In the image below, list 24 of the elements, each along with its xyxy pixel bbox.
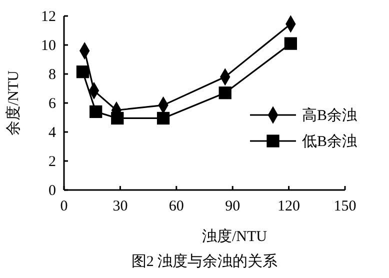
y-tick-label: 4	[48, 124, 56, 141]
y-tick-label: 10	[41, 38, 56, 54]
y-tick-label: 6	[48, 96, 56, 112]
y-tick-label: 8	[48, 66, 56, 83]
point	[90, 105, 102, 118]
text: 图2 浊度与余浊的关系	[131, 253, 278, 270]
x-tick-label: 30	[112, 198, 128, 215]
y-tick-label: 2	[48, 154, 56, 170]
x-tick-label: 0	[60, 198, 68, 215]
y-tick-label: 12	[41, 8, 56, 25]
point	[111, 112, 124, 125]
x-tick-label: 60	[168, 198, 184, 215]
point	[284, 37, 297, 50]
x-tick-label: 120	[278, 198, 300, 215]
x-axis-title: 浊度/NTU	[202, 228, 268, 245]
y-tick-label: 0	[48, 182, 56, 199]
x-tick-label: 150	[334, 198, 356, 215]
legend-label: 高B余浊	[302, 107, 358, 124]
x-tick-label: 90	[225, 198, 240, 215]
point	[76, 66, 90, 78]
point	[156, 112, 170, 125]
legend-label: 低B余浊	[302, 133, 358, 150]
y-axis-title: 余度/NTU	[5, 70, 22, 136]
point	[218, 86, 232, 100]
